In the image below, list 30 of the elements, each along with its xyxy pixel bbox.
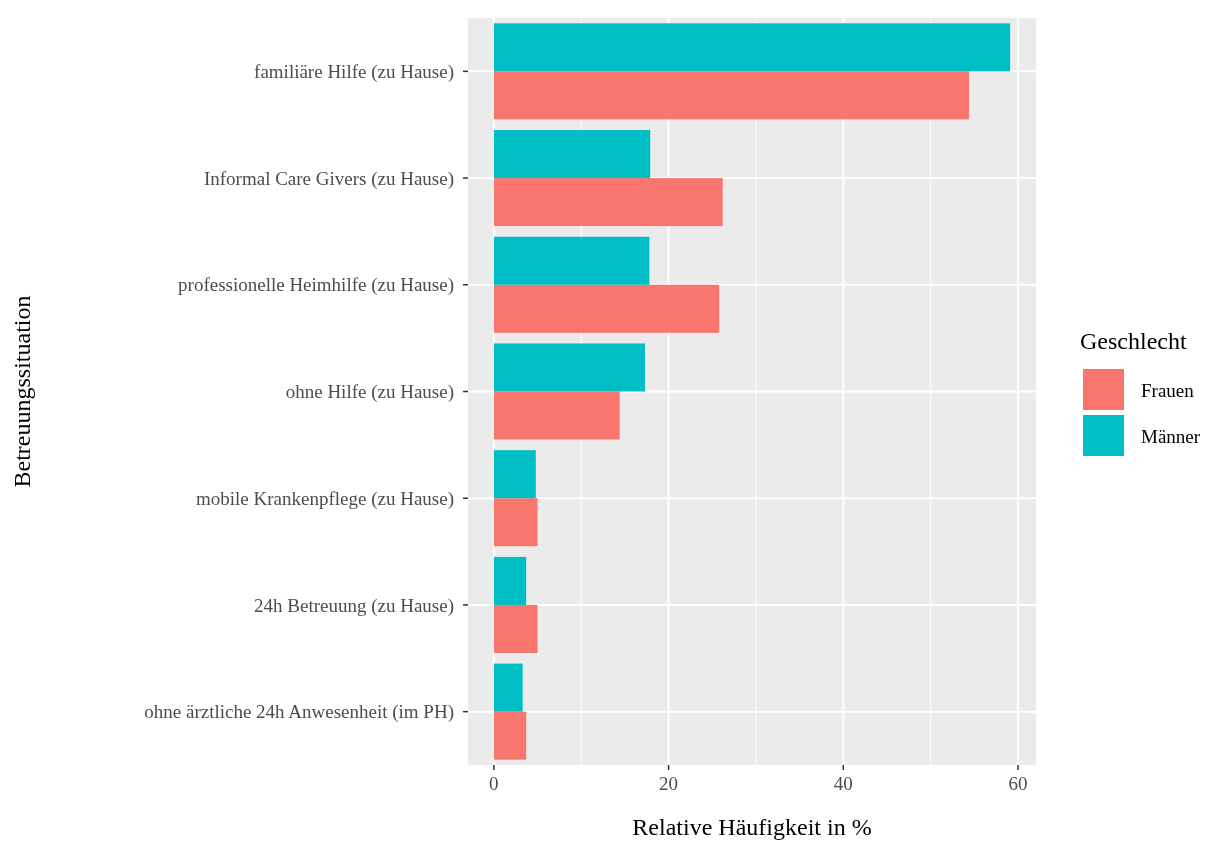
y-tick-label: mobile Krankenpflege (zu Hause) [196, 487, 454, 510]
bar [493, 236, 650, 285]
y-tick-label: Informal Care Givers (zu Hause) [203, 167, 454, 190]
legend-label: Frauen [1141, 379, 1195, 401]
bar [493, 498, 538, 547]
legend-title: Geschlecht [1080, 328, 1187, 354]
bar [493, 178, 723, 227]
x-tick-label: 40 [833, 773, 853, 794]
bar [493, 391, 620, 440]
x-axis-title: Relative Häufigkeit in % [632, 814, 872, 840]
y-tick-label: professionelle Heimhilfe (zu Hause) [178, 274, 454, 297]
y-axis-title: Betreuungssituation [9, 295, 35, 488]
x-tick-label: 20 [659, 773, 679, 794]
x-tick-label: 0 [489, 773, 499, 794]
y-tick-label: familiäre Hilfe (zu Hause) [254, 61, 454, 84]
y-tick-label: 24h Betreuung (zu Hause) [254, 594, 454, 617]
bar [493, 284, 720, 333]
bar [493, 343, 645, 392]
bar [493, 130, 651, 179]
bar [493, 71, 970, 120]
bar [493, 663, 523, 712]
bar [493, 604, 538, 653]
bar [493, 450, 536, 499]
legend-label: Männer [1141, 425, 1201, 447]
y-tick-label: ohne Hilfe (zu Hause) [285, 381, 454, 404]
bar [493, 556, 527, 605]
bar [493, 23, 1011, 72]
x-tick-label: 60 [1008, 773, 1028, 794]
bar [493, 711, 527, 760]
y-tick-label: ohne ärztliche 24h Anwesenheit (im PH) [144, 701, 454, 724]
